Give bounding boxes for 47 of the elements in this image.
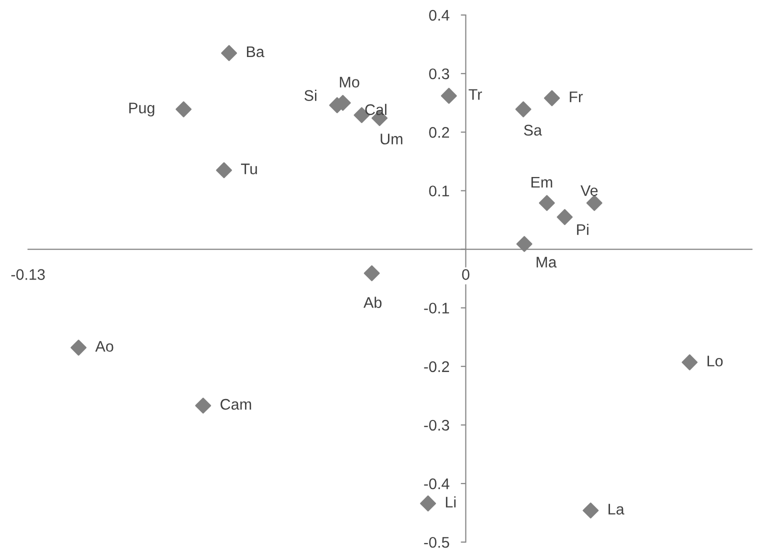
y-tick-label: -0.3 (424, 420, 450, 431)
point (556, 209, 573, 226)
annotation: Ma (536, 256, 557, 268)
point (440, 88, 457, 104)
annotation: Cal (365, 104, 386, 116)
annotation: Pi (577, 224, 588, 235)
y-tick-label: 0.1 (429, 186, 450, 196)
annotation: Um (380, 134, 402, 144)
annotation: Ao (95, 341, 114, 352)
point (516, 236, 532, 252)
point (195, 398, 212, 414)
y-tick-label: -0.1 (424, 302, 450, 314)
point (586, 195, 602, 211)
y-tick-label: 0.2 (429, 127, 450, 138)
annotation: Ba (246, 46, 264, 58)
y-tick-label: -0.2 (424, 361, 450, 372)
annotation: La (608, 504, 624, 515)
point (582, 502, 599, 518)
point (538, 195, 555, 211)
point (515, 101, 532, 118)
point (420, 495, 436, 512)
annotation: Ab (364, 296, 382, 308)
annotation: Ve (580, 185, 598, 196)
point (682, 354, 698, 370)
annotation: Li (446, 496, 456, 508)
y-tick-label: -0.5 (424, 536, 450, 548)
point (364, 265, 380, 282)
x-tick-label: -0.13 (11, 269, 45, 280)
annotation: Cam (220, 398, 252, 410)
point (70, 340, 87, 356)
y-tick-label: 0.3 (429, 68, 450, 80)
y-tick-label: 0.4 (429, 10, 450, 21)
annotation: Fr (570, 92, 583, 102)
annotation: Tu (241, 164, 257, 174)
point (176, 101, 192, 118)
annotation: Em (531, 177, 552, 188)
point (216, 162, 232, 178)
annotation: Tr (468, 89, 482, 100)
annotation: Pug (129, 102, 154, 116)
point (221, 45, 238, 62)
annotation: Mo (340, 76, 360, 88)
x-tick-label: 0 (462, 269, 470, 280)
annotation: Lo (708, 356, 723, 366)
annotation: Si (304, 90, 316, 101)
y-tick-label: -0.4 (424, 478, 450, 490)
point (544, 90, 560, 106)
annotation: Sa (524, 124, 542, 136)
